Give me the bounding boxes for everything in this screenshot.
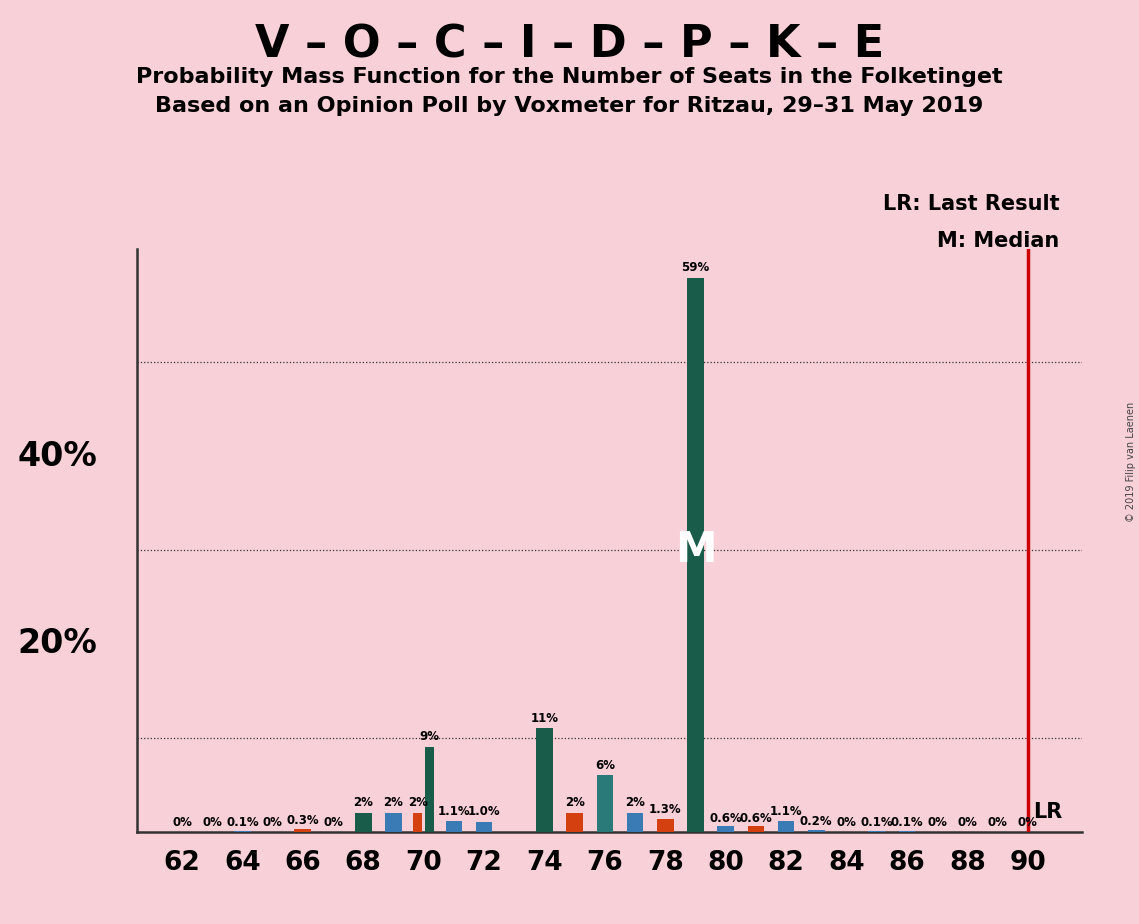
- Text: 1.1%: 1.1%: [770, 805, 802, 818]
- Text: 2%: 2%: [625, 796, 645, 809]
- Text: 0%: 0%: [263, 816, 282, 829]
- Text: M: Median: M: Median: [937, 231, 1059, 251]
- Bar: [626, 813, 644, 832]
- Text: 2%: 2%: [384, 796, 403, 809]
- Text: 11%: 11%: [531, 711, 558, 724]
- Text: 0.6%: 0.6%: [739, 811, 772, 824]
- Bar: [355, 813, 371, 832]
- Text: LR: Last Result: LR: Last Result: [883, 194, 1059, 214]
- Text: V – O – C – I – D – P – K – E: V – O – C – I – D – P – K – E: [255, 23, 884, 67]
- Bar: [566, 813, 583, 832]
- Text: 20%: 20%: [17, 627, 97, 661]
- Text: 2%: 2%: [408, 796, 428, 809]
- Text: 0%: 0%: [1018, 816, 1038, 829]
- Text: 0.1%: 0.1%: [891, 816, 924, 829]
- Text: 0%: 0%: [927, 816, 947, 829]
- Text: 6%: 6%: [595, 759, 615, 772]
- Text: Based on an Opinion Poll by Voxmeter for Ritzau, 29–31 May 2019: Based on an Opinion Poll by Voxmeter for…: [155, 96, 984, 116]
- Text: 0.1%: 0.1%: [860, 816, 893, 829]
- Text: 59%: 59%: [681, 261, 710, 274]
- Bar: [899, 831, 915, 832]
- Bar: [536, 728, 552, 832]
- Bar: [425, 748, 434, 832]
- Bar: [808, 830, 825, 832]
- Text: 0%: 0%: [172, 816, 192, 829]
- Text: 0%: 0%: [203, 816, 222, 829]
- Bar: [778, 821, 794, 832]
- Text: © 2019 Filip van Laenen: © 2019 Filip van Laenen: [1126, 402, 1136, 522]
- Bar: [597, 775, 613, 832]
- Text: 0%: 0%: [958, 816, 977, 829]
- Text: 40%: 40%: [17, 440, 97, 472]
- Text: 0.3%: 0.3%: [287, 814, 319, 827]
- Text: 0%: 0%: [988, 816, 1007, 829]
- Bar: [747, 826, 764, 832]
- Bar: [413, 813, 423, 832]
- Bar: [295, 829, 311, 832]
- Text: 0.2%: 0.2%: [800, 815, 833, 828]
- Text: M: M: [674, 529, 716, 571]
- Text: Probability Mass Function for the Number of Seats in the Folketinget: Probability Mass Function for the Number…: [137, 67, 1002, 87]
- Bar: [868, 831, 885, 832]
- Text: 1.0%: 1.0%: [468, 806, 500, 819]
- Bar: [687, 277, 704, 832]
- Bar: [445, 821, 462, 832]
- Text: 0%: 0%: [836, 816, 857, 829]
- Text: 2%: 2%: [353, 796, 374, 809]
- Text: 0.6%: 0.6%: [710, 811, 741, 824]
- Text: LR: LR: [1033, 802, 1063, 822]
- Bar: [657, 820, 673, 832]
- Bar: [235, 831, 251, 832]
- Text: 1.1%: 1.1%: [437, 805, 470, 818]
- Text: 9%: 9%: [419, 730, 440, 743]
- Text: 0%: 0%: [323, 816, 343, 829]
- Bar: [385, 813, 402, 832]
- Text: 0.1%: 0.1%: [226, 816, 259, 829]
- Text: 2%: 2%: [565, 796, 584, 809]
- Bar: [476, 822, 492, 832]
- Text: 1.3%: 1.3%: [649, 803, 681, 816]
- Bar: [718, 826, 734, 832]
